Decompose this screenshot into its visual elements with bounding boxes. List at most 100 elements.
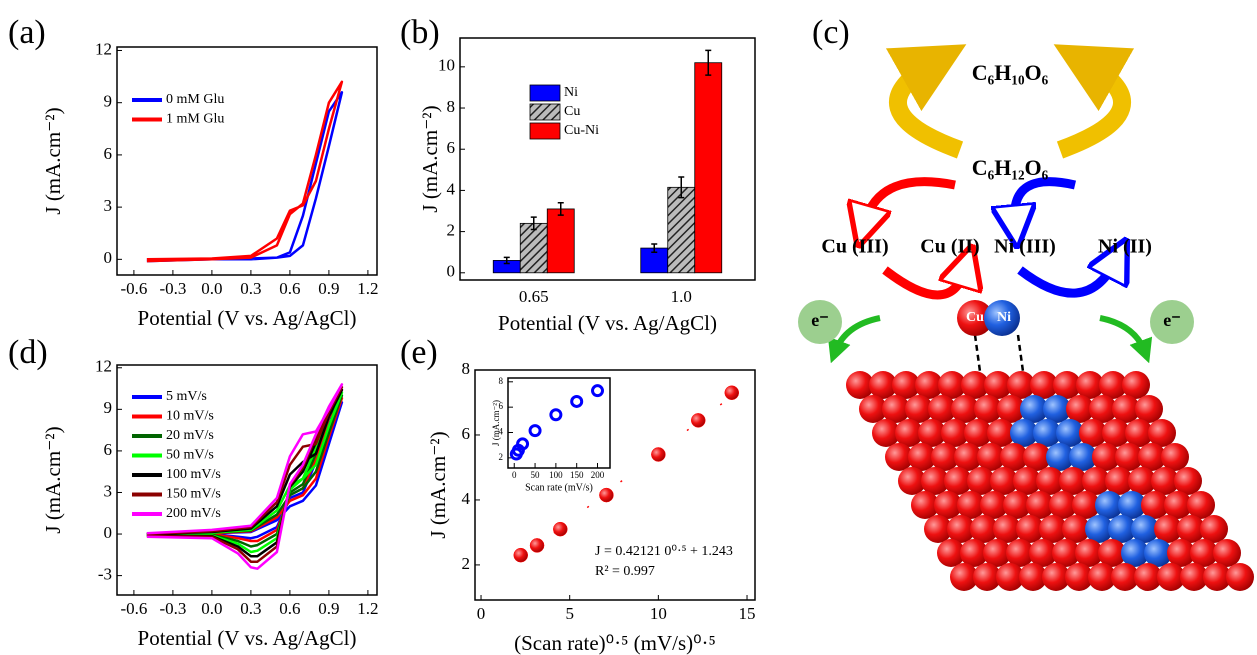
chart: -0.6-0.30.00.30.60.91.2-3036912Potential…: [8, 334, 379, 650]
ni3: Ni (III): [994, 236, 1056, 258]
x-tick-label: 0.0: [201, 599, 222, 618]
x-tick-label: 0.6: [279, 279, 300, 298]
y-tick-label: 12: [95, 39, 112, 58]
legend-label: Cu: [564, 104, 580, 119]
y-axis-label: J (mA.cm⁻²): [41, 107, 65, 214]
legend-label: Ni: [564, 85, 578, 100]
x-tick-label: 0.6: [279, 599, 300, 618]
atom: [1187, 491, 1215, 519]
y-tick-label: 6: [447, 138, 456, 157]
legend-swatch: [530, 123, 560, 139]
figure: (c) C₆H₁₀O₆ C₆H₁₂O₆ Cu (III) Cu (II) Ni …: [0, 0, 1257, 655]
y-tick-label: 4: [462, 489, 471, 508]
x-tick-label: -0.6: [120, 279, 147, 298]
atom: [1161, 443, 1189, 471]
y-axis-label: J (mA.cm⁻²): [418, 105, 442, 212]
atom-label: Ni: [997, 310, 1011, 325]
x-axis-label: (Scan rate)⁰·⁵ (mV/s)⁰·⁵: [514, 631, 716, 655]
electron-label: e⁻: [1163, 310, 1181, 330]
plot-frame: [117, 47, 377, 275]
x-tick-label: 0.65: [519, 287, 549, 306]
bar: [547, 209, 574, 273]
legend-label: 0 mM Glu: [166, 92, 224, 107]
x-axis-label: Scan rate (mV/s): [525, 482, 593, 493]
electron-label: e⁻: [811, 310, 829, 330]
lattice: [846, 371, 1254, 591]
y-tick-label: 8: [462, 359, 471, 378]
annotation: R² = 0.997: [595, 564, 655, 579]
y-tick-label: 0: [104, 523, 113, 542]
x-tick-label: 0.3: [240, 599, 261, 618]
panel-label: (a): [8, 14, 46, 51]
x-tick-label: 0: [512, 470, 517, 480]
bar: [695, 63, 722, 273]
y-tick-label: 9: [104, 398, 113, 417]
y-tick-label: 6: [104, 440, 113, 459]
x-tick-label: 200: [591, 470, 605, 480]
y-axis-label: J (mA.cm⁻²): [41, 426, 65, 533]
legend-label: 1 mM Glu: [166, 112, 224, 127]
arrow: [1060, 62, 1122, 150]
y-tick-label: -3: [98, 565, 112, 584]
y-axis-label: J (mA.cm⁻²): [426, 431, 450, 538]
panel-label: (b): [400, 14, 440, 51]
marker: [691, 413, 705, 427]
x-tick-label: 0.9: [318, 279, 339, 298]
y-tick-label: 2: [499, 452, 504, 462]
y-tick-label: 0: [104, 248, 113, 267]
arrow: [1015, 182, 1075, 222]
x-axis-label: Potential (V vs. Ag/AgCl): [498, 311, 717, 335]
panel-label: (d): [8, 334, 48, 371]
arrow: [898, 62, 960, 150]
x-tick-label: 10: [650, 604, 667, 623]
y-tick-label: 4: [447, 179, 456, 198]
x-tick-label: 1.2: [357, 279, 378, 298]
marker: [651, 447, 665, 461]
x-tick-label: 0.3: [240, 279, 261, 298]
cu2: Cu (II): [920, 236, 979, 258]
y-tick-label: 2: [462, 554, 471, 573]
marker: [553, 522, 567, 536]
y-tick-label: 6: [462, 424, 471, 443]
y-tick-label: 10: [438, 56, 455, 75]
y-tick-label: 3: [104, 481, 113, 500]
y-tick-label: 0: [447, 262, 456, 281]
bar: [668, 187, 695, 272]
y-axis-label: J (mA.cm⁻²): [491, 400, 501, 446]
glucose: C₆H₁₂O₆: [972, 155, 1049, 180]
marker: [599, 488, 613, 502]
x-axis-label: Potential (V vs. Ag/AgCl): [138, 306, 357, 330]
x-tick-label: 100: [549, 470, 563, 480]
arrow: [1100, 318, 1145, 352]
y-tick-label: 3: [104, 196, 113, 215]
x-tick-label: 150: [570, 470, 584, 480]
y-tick-label: 8: [447, 97, 456, 116]
marker: [725, 386, 739, 400]
y-tick-label: 6: [104, 144, 113, 163]
x-tick-label: 1.2: [357, 599, 378, 618]
legend-label: 20 mV/s: [166, 428, 214, 443]
x-tick-label: 15: [739, 604, 756, 623]
atom: [1148, 419, 1176, 447]
diagram-c: (c) C₆H₁₀O₆ C₆H₁₂O₆ Cu (III) Cu (II) Ni …: [798, 14, 1254, 591]
arrow: [885, 270, 965, 295]
marker: [514, 548, 528, 562]
atom-label: Cu: [966, 310, 984, 325]
legend-swatch: [530, 85, 560, 101]
marker: [530, 538, 544, 552]
bar: [520, 223, 547, 272]
cu3: Cu (III): [821, 236, 888, 258]
panel-label: (e): [400, 334, 438, 371]
x-tick-label: 0: [477, 604, 486, 623]
atom: [1226, 563, 1254, 591]
chart: 0 2 4 6 8 10 Potential (V vs. Ag/AgCl) J (mA.cm…: [400, 14, 755, 335]
atom: [1200, 515, 1228, 543]
legend-label: 10 mV/s: [166, 409, 214, 424]
y-tick-label: 2: [447, 221, 456, 240]
y-tick-label: 8: [499, 376, 504, 386]
legend-label: 50 mV/s: [166, 448, 214, 463]
x-axis-label: Potential (V vs. Ag/AgCl): [138, 626, 357, 650]
arrow: [1020, 262, 1115, 293]
x-tick-label: 0.0: [201, 279, 222, 298]
